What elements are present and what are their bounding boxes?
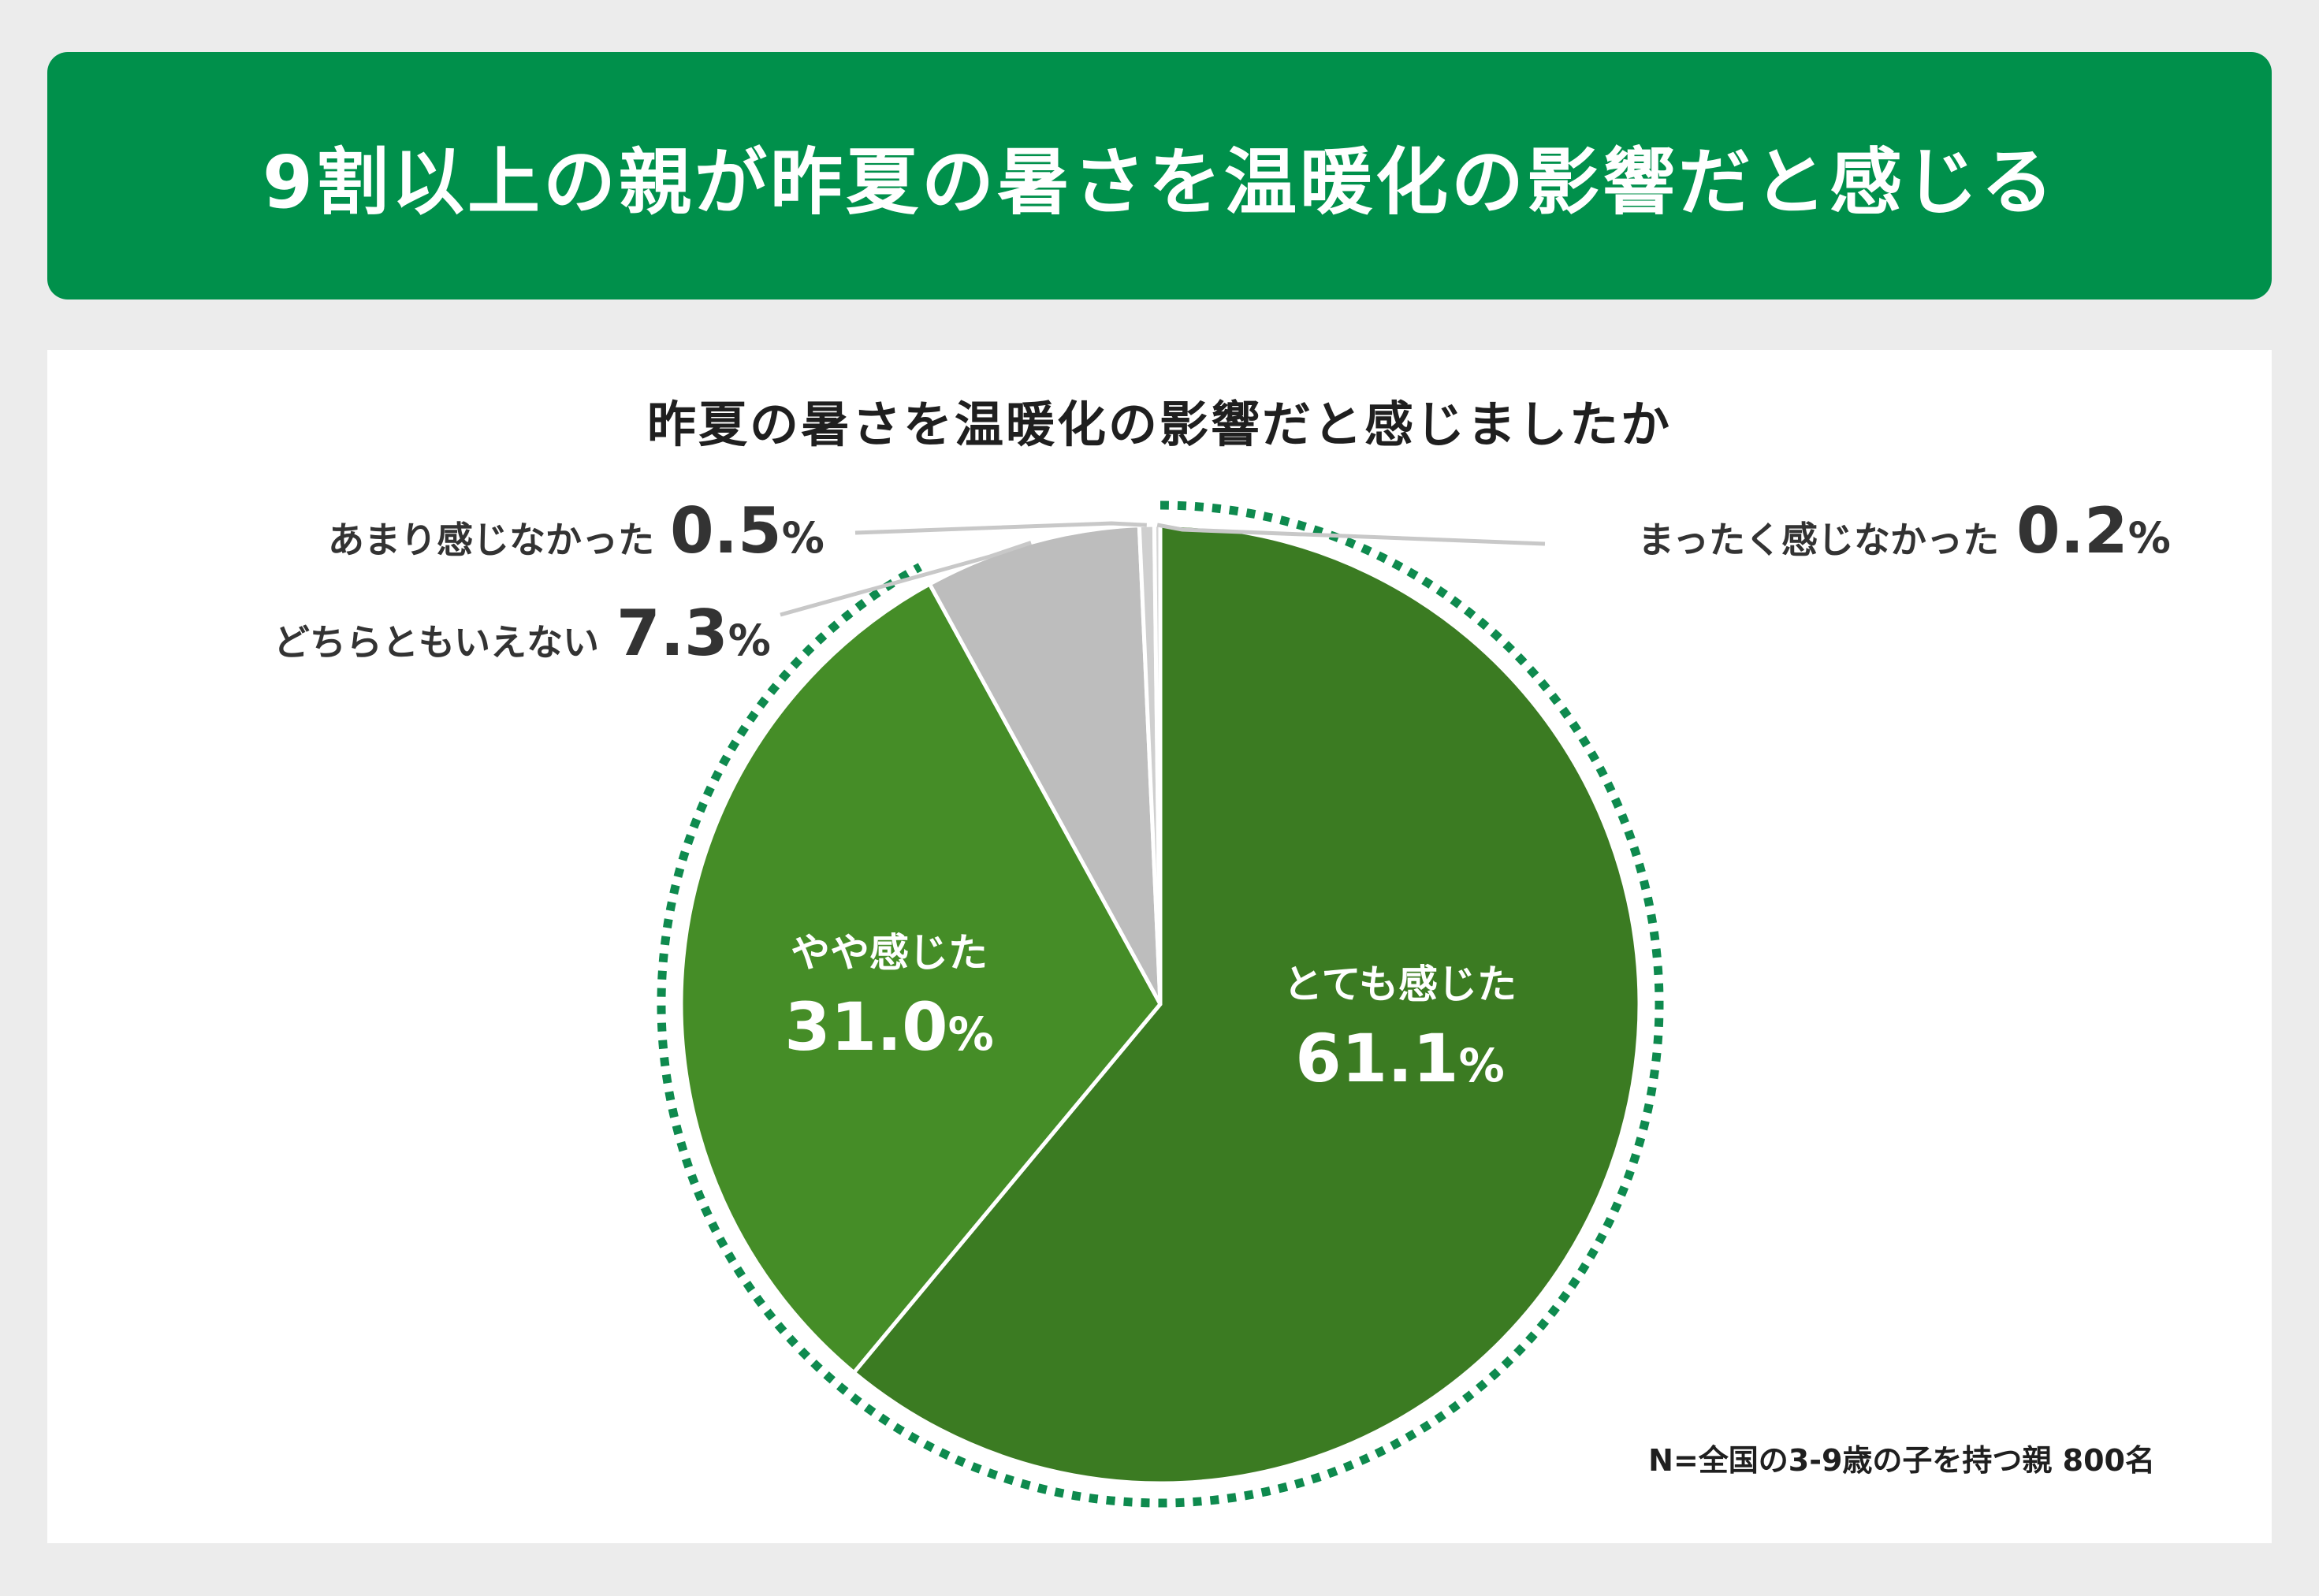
slice-value-2: 31.0%	[784, 988, 993, 1066]
pie-chart: とても感じた 61.1% やや感じた 31.0% あまり感じなかった 0.5% どちらともい…	[274, 494, 2171, 1508]
leader-line-5	[1156, 523, 1546, 546]
slice-label-2: やや感じた	[791, 930, 988, 976]
pie-slice-2	[679, 582, 1163, 1375]
chart-panel: 昨夏の暑さを温暖化の影響だと感じましたか とても感じた 61.1% やや感じた 31.…	[47, 350, 2272, 1543]
slice-value-5: 0.2%	[2016, 494, 2171, 567]
header-banner: 9割以上の親が昨夏の暑さを温暖化の影響だと感じる	[47, 52, 2272, 299]
leader-line-4	[854, 521, 1147, 535]
slice-label-5: まったく感じなかった	[1638, 519, 1999, 561]
slice-label-1: とても感じた	[1283, 962, 1517, 1007]
slice-label-4: あまり感じなかった	[328, 519, 654, 561]
pie-slice-3	[927, 523, 1163, 1006]
slice-label-3: どちらともいえない	[274, 621, 599, 664]
slice-value-4: 0.5%	[670, 494, 824, 567]
pie-slice-1	[851, 523, 1642, 1486]
highlight-ring	[657, 500, 1664, 1508]
leader-line-3	[780, 541, 1032, 617]
slice-value-1: 61.1%	[1295, 1020, 1504, 1097]
sample-note: N=全国の3-9歳の子を持つ親 800名	[1648, 1443, 2155, 1478]
slice-value3: 7.3%	[616, 597, 771, 670]
page-title: 9割以上の親が昨夏の暑さを温暖化の影響だと感じる	[262, 140, 2057, 225]
chart-title: 昨夏の暑さを温暖化の影響だと感じましたか	[646, 396, 1672, 453]
